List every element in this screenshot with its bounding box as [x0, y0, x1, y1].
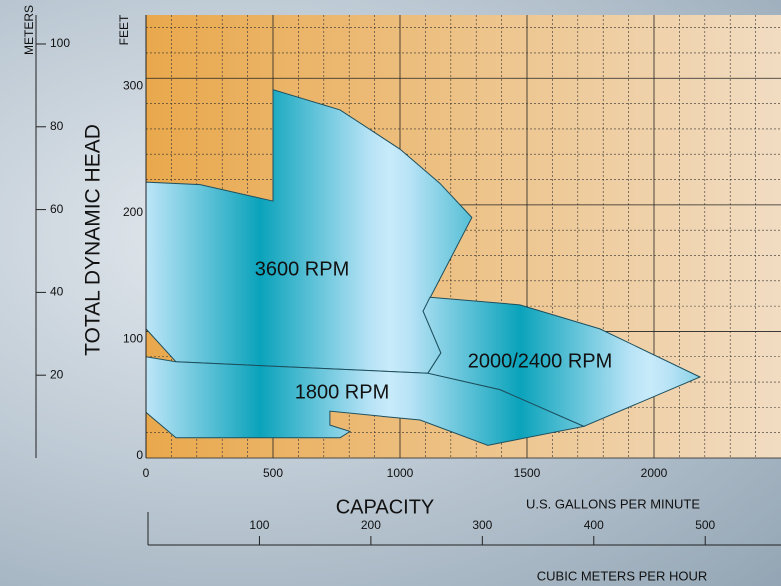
y2-tick-label: 60	[50, 202, 64, 216]
x2-tick-label: 100	[249, 518, 269, 532]
region-label: 2000/2400 RPM	[468, 350, 613, 372]
region-label: 1800 RPM	[295, 381, 390, 403]
x2-tick-label: 500	[695, 518, 715, 532]
region-label: 3600 RPM	[255, 258, 350, 280]
y-unit: FEET	[117, 14, 131, 45]
x-tick-label: 1500	[514, 466, 541, 480]
x2-unit: CUBIC METERS PER HOUR	[537, 568, 707, 583]
y2-tick-label: 40	[50, 285, 64, 299]
y2-tick-label: 80	[50, 119, 64, 133]
x2-tick-label: 400	[584, 518, 604, 532]
y-tick-label: 300	[123, 78, 143, 92]
labels: 3600 RPM 1800 RPM 2000/2400 RPM	[255, 258, 613, 403]
x-tick-label: 2000	[641, 466, 668, 480]
regions	[145, 89, 702, 446]
x-label: CAPACITY	[336, 496, 435, 518]
x-unit: U.S. GALLONS PER MINUTE	[526, 496, 700, 511]
y2-tick-label: 100	[50, 36, 70, 50]
operating-region	[422, 296, 702, 427]
x2-tick-label: 300	[472, 518, 492, 532]
x-tick-label: 1000	[387, 466, 414, 480]
y-label: TOTAL DYNAMIC HEAD	[82, 124, 105, 356]
y-tick-label: 0	[136, 448, 143, 462]
x-tick-label: 500	[263, 466, 283, 480]
y2-tick-label: 20	[50, 367, 64, 381]
y2-unit: METERS	[22, 5, 36, 55]
x-tick-label: 0	[143, 466, 150, 480]
y-tick-label: 100	[123, 332, 143, 346]
x2-tick-label: 200	[361, 518, 381, 532]
y-tick-label: 200	[123, 205, 143, 219]
